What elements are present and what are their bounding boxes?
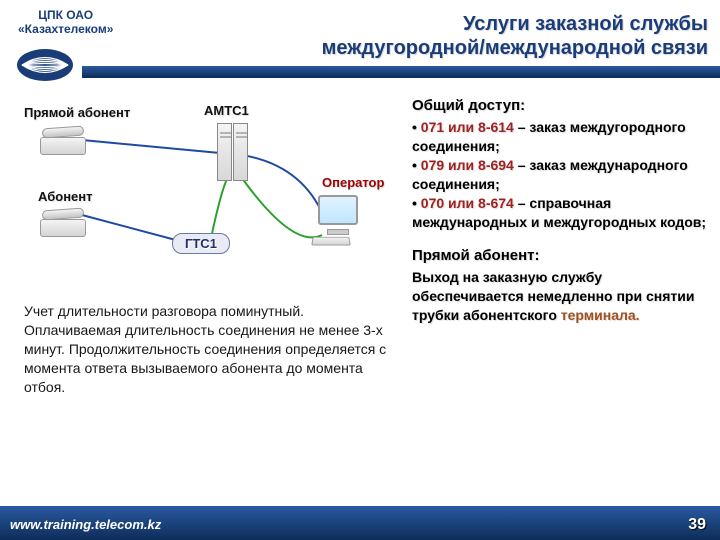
billing-note: Учет длительности разговора поминутный. …: [24, 302, 394, 396]
terminal-word: терминала.: [561, 307, 640, 323]
right-content: Общий доступ: • 071 или 8-614 – заказ ме…: [412, 92, 708, 325]
access-list: • 071 или 8-614 – заказ междугородного с…: [412, 118, 708, 231]
list-item: • 070 или 8-674 – справочная международн…: [412, 194, 708, 232]
divider-bar: [82, 66, 720, 78]
network-diagram: Прямой абонент Абонент АМТС1 ГТС1 Операт…: [12, 95, 402, 265]
page-number: 39: [688, 516, 706, 534]
title-line1: Услуги заказной службы: [322, 12, 708, 36]
monitor-icon: [312, 195, 364, 247]
bubble-gts: ГТС1: [172, 233, 230, 254]
phone-icon-direct: [40, 125, 86, 155]
label-direct-subscriber: Прямой абонент: [24, 105, 130, 120]
footer-url: www.training.telecom.kz: [10, 517, 161, 532]
header-org: ЦПК ОАО «Казахтелеком»: [18, 8, 113, 37]
page-title: Услуги заказной службы междугородной/меж…: [322, 12, 708, 60]
list-item: • 071 или 8-614 – заказ междугородного с…: [412, 118, 708, 156]
server-icon: [217, 121, 249, 183]
service-number: 070 или 8-674: [421, 195, 514, 211]
label-operator: Оператор: [322, 175, 384, 190]
heading-direct-subscriber: Прямой абонент:: [412, 246, 708, 266]
label-amts: АМТС1: [204, 103, 249, 118]
label-subscriber: Абонент: [38, 189, 93, 204]
service-number: 079 или 8-694: [421, 157, 514, 173]
direct-subscriber-text: Выход на заказную службу обеспечивается …: [412, 268, 708, 325]
company-logo: [10, 44, 80, 86]
title-line2: междугородной/международной связи: [322, 36, 708, 60]
heading-public-access: Общий доступ:: [412, 96, 708, 116]
service-number: 071 или 8-614: [421, 119, 514, 135]
list-item: • 079 или 8-694 – заказ международного с…: [412, 156, 708, 194]
org-line1: ЦПК ОАО: [18, 8, 113, 22]
org-line2: «Казахтелеком»: [18, 22, 113, 36]
phone-icon-subscriber: [40, 207, 86, 237]
